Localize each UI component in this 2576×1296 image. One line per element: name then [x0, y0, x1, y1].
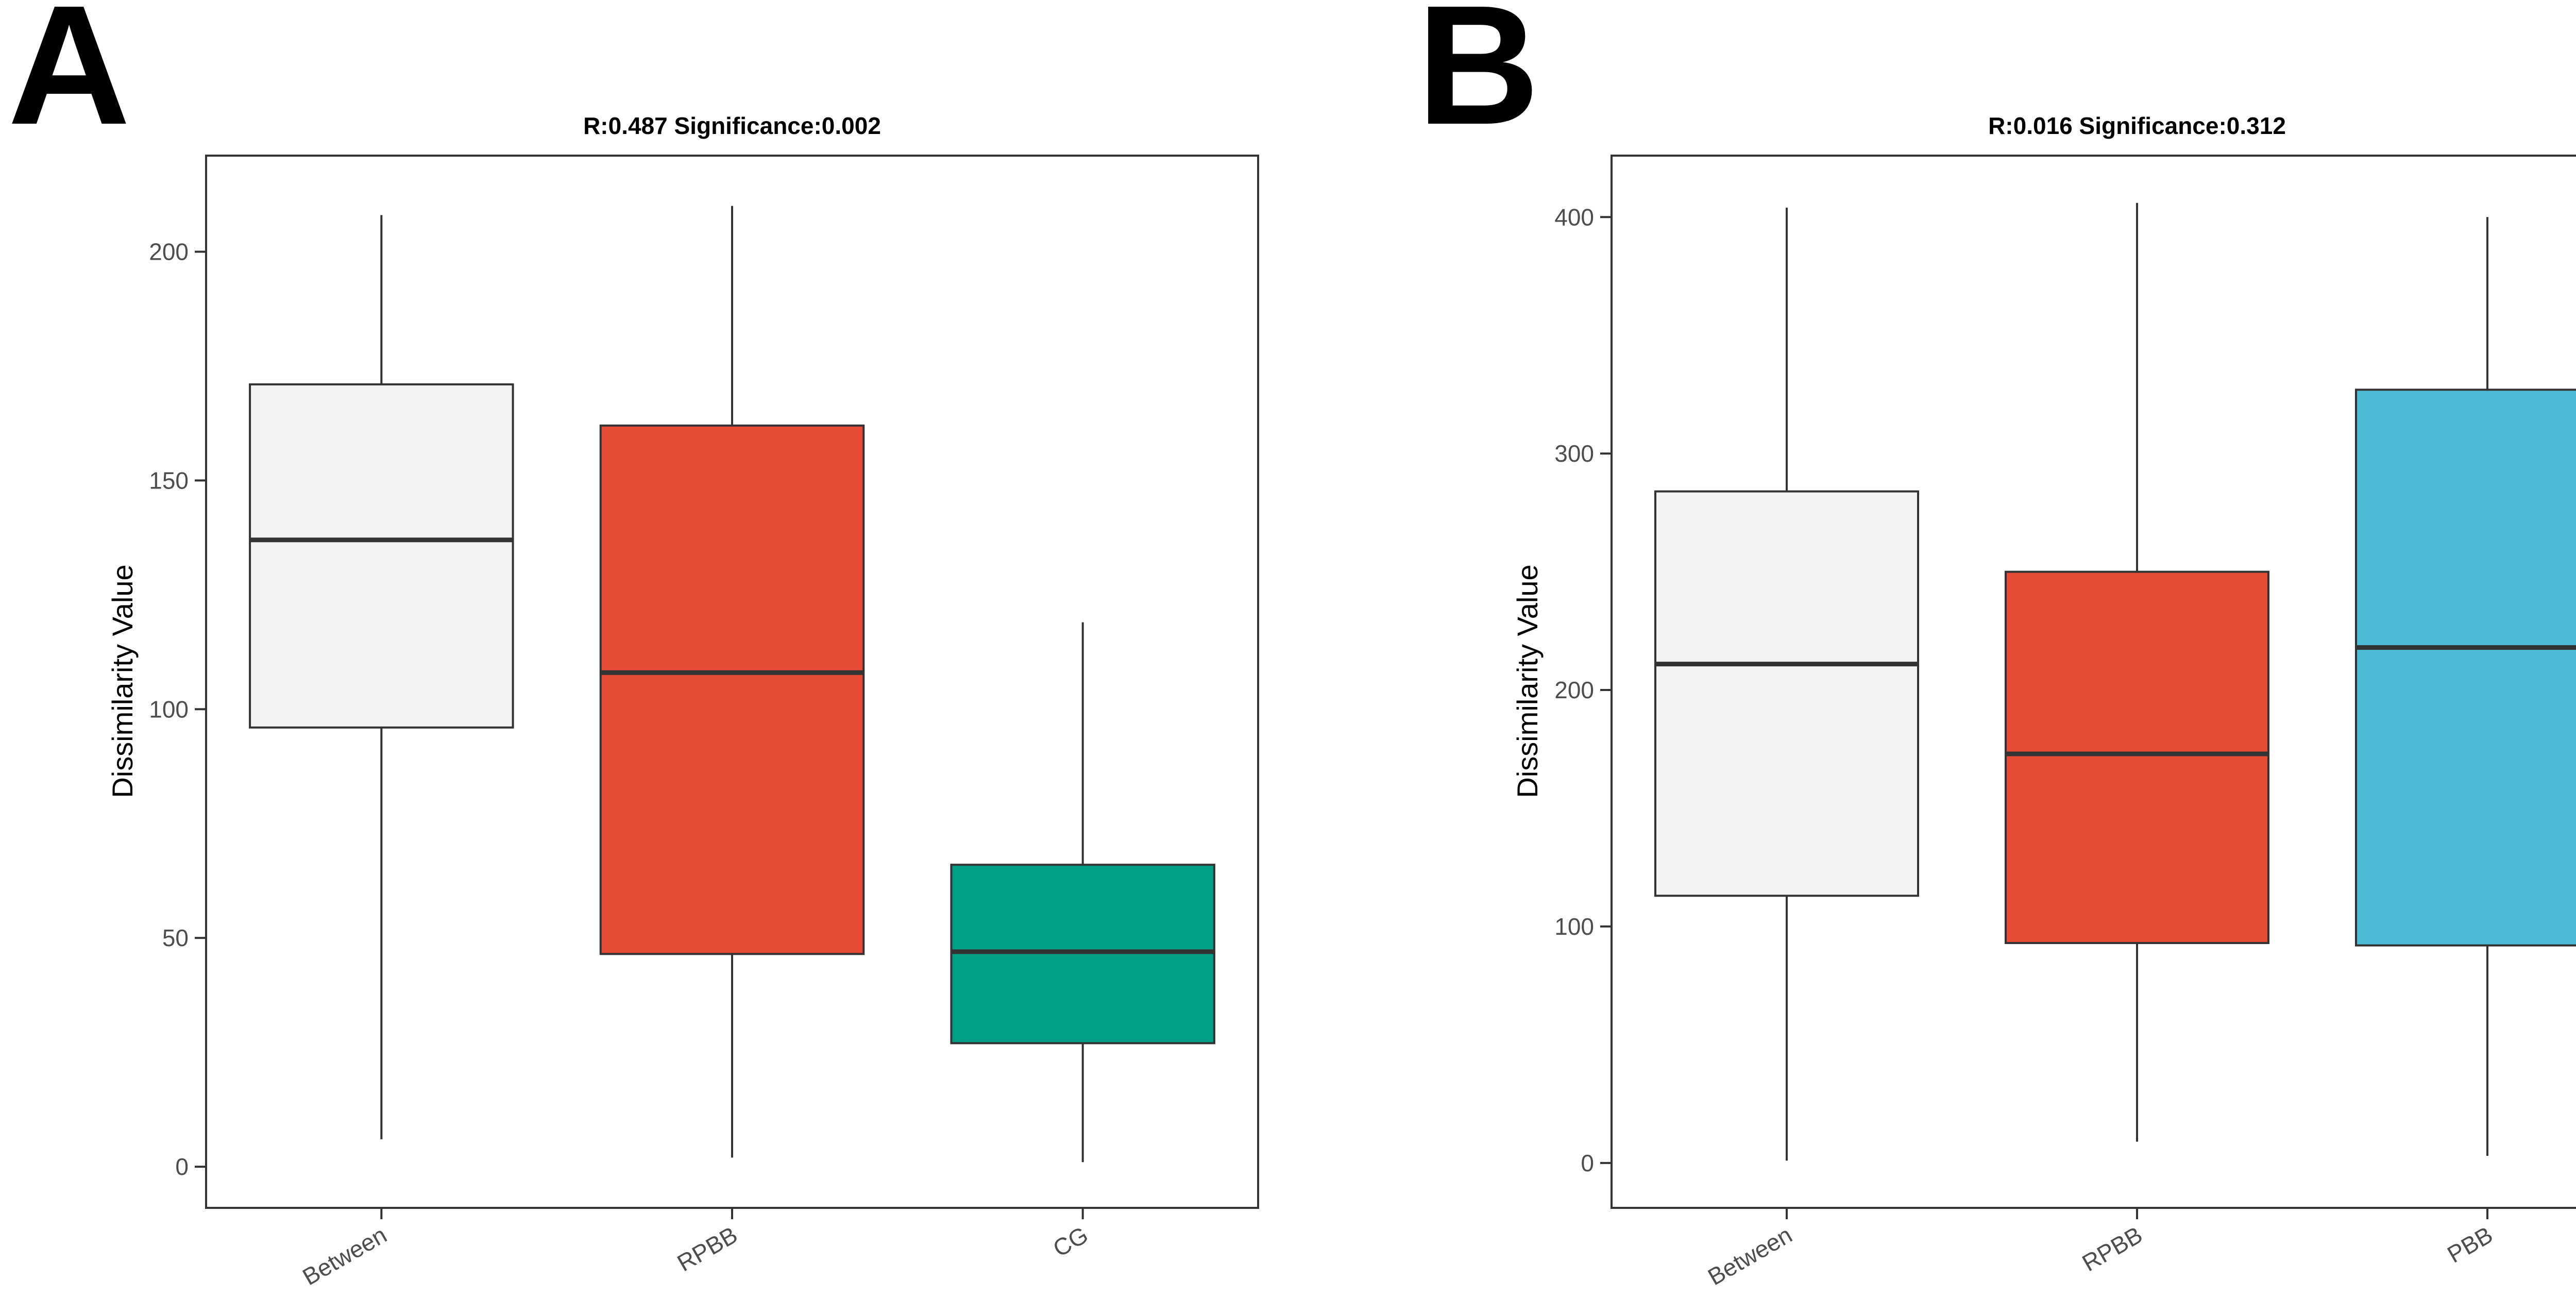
panel-letter-b: B [1417, 0, 1539, 160]
box-body [1654, 490, 1919, 897]
panel-a-y-tick-label: 200 [149, 238, 189, 265]
panel-b-box-between [1654, 207, 1919, 1161]
box-body [249, 383, 514, 729]
panel-a-box-cg [950, 622, 1215, 1163]
panel-b-title: R:0.016 Significance:0.312 [1988, 112, 2286, 139]
panel-a-title: R:0.487 Significance:0.002 [583, 112, 881, 139]
box-body [599, 424, 865, 955]
panel-b-x-tick-label: PBB [2443, 1221, 2497, 1268]
panel-a-x-tick-label: CG [1048, 1221, 1093, 1263]
panel-a-y-tick-label: 0 [175, 1153, 189, 1180]
panel-b-y-tick-label: 100 [1554, 913, 1594, 940]
panel-b-plot-area: 0 100 200 300 400 Between RPBB PBB [1554, 155, 2576, 1291]
panel-b-y-tick-label: 200 [1554, 677, 1594, 703]
panel-a: A R:0.487 Significance:0.002 Dissimilari… [8, 0, 1259, 1291]
panel-letter-a: A [8, 0, 130, 160]
box-body [2355, 389, 2576, 947]
panel-a-x-tick-label: RPBB [673, 1221, 742, 1277]
panel-b: B R:0.016 Significance:0.312 Dissimilari… [1417, 0, 2576, 1290]
panel-b-y-tick-label: 300 [1554, 440, 1594, 467]
panel-a-box-rpbb [599, 206, 865, 1158]
box-body [2005, 570, 2269, 945]
panel-a-x-tick-label: Between [298, 1221, 391, 1291]
panel-a-y-axis-label: Dissimilarity Value [106, 564, 139, 798]
panel-a-y-tick-label: 50 [162, 924, 189, 951]
panel-a-y-tick-label: 100 [149, 696, 189, 722]
panel-b-x-tick-label: Between [1703, 1221, 1797, 1291]
panel-a-y-tick-label: 150 [149, 467, 189, 494]
panel-a-plot-area: 0 50 100 150 200 Between RPBB CG [149, 155, 1259, 1291]
panel-a-box-between [249, 215, 514, 1139]
panel-b-y-tick-label: 0 [1581, 1150, 1594, 1176]
panel-b-box-rpbb [2005, 203, 2269, 1142]
panel-b-x-tick-label: RPBB [2078, 1221, 2147, 1277]
panel-b-y-tick-label: 400 [1554, 204, 1594, 230]
panel-b-y-axis-label: Dissimilarity Value [1511, 564, 1544, 798]
panel-b-box-pbb [2355, 217, 2576, 1156]
